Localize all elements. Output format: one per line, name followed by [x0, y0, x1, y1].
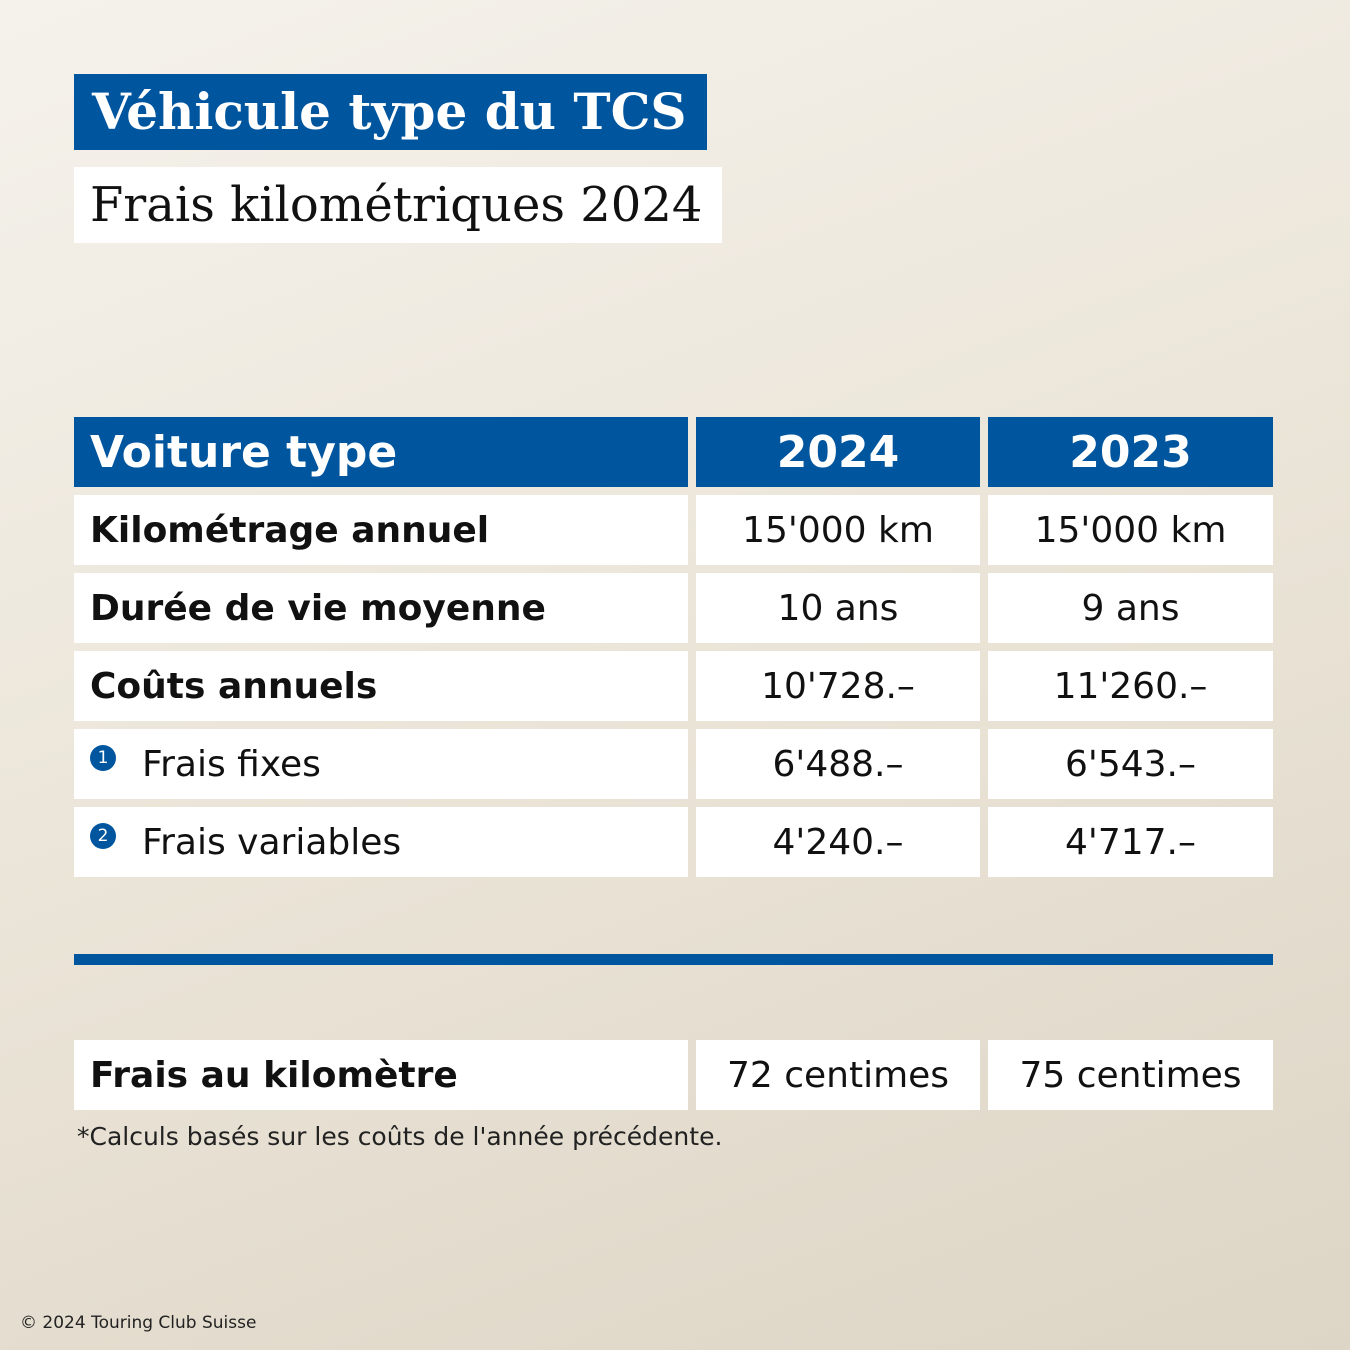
number-2-badge-icon: 2	[90, 823, 116, 849]
copyright: © 2024 Touring Club Suisse	[20, 1313, 257, 1333]
header-year-2023: 2023	[988, 417, 1273, 487]
row-value-2023-average-lifespan: 9 ans	[988, 573, 1273, 643]
row-value-2023-variable-costs: 4'717.–	[988, 807, 1273, 877]
row-label-annual-costs: Coûts annuels	[74, 651, 688, 721]
row-value-2024-annual-mileage: 15'000 km	[696, 495, 980, 565]
row-value-2024-variable-costs: 4'240.–	[696, 807, 980, 877]
page-title: Véhicule type du TCS	[74, 74, 707, 150]
row-value-2023-annual-costs: 11'260.–	[988, 651, 1273, 721]
row-label-fixed-costs: Frais fixes	[142, 743, 321, 785]
row-value-2024-fixed-costs: 6'488.–	[696, 729, 980, 799]
per-km-label: Frais au kilomètre	[74, 1040, 688, 1110]
row-value-2023-annual-mileage: 15'000 km	[988, 495, 1273, 565]
row-variable-costs: 2 Frais variables	[74, 807, 688, 877]
row-label-average-lifespan: Durée de vie moyenne	[74, 573, 688, 643]
footnote: *Calculs basés sur les coûts de l'année …	[77, 1122, 723, 1151]
row-value-2024-average-lifespan: 10 ans	[696, 573, 980, 643]
header-vehicle-type: Voiture type	[74, 417, 688, 487]
row-value-2023-fixed-costs: 6'543.–	[988, 729, 1273, 799]
row-value-2024-annual-costs: 10'728.–	[696, 651, 980, 721]
page-subtitle: Frais kilométriques 2024	[74, 167, 723, 243]
per-km-value-2023: 75 centimes	[988, 1040, 1273, 1110]
row-fixed-costs: 1 Frais fixes	[74, 729, 688, 799]
per-km-value-2024: 72 centimes	[696, 1040, 980, 1110]
header-year-2024: 2024	[696, 417, 980, 487]
row-label-annual-mileage: Kilométrage annuel	[74, 495, 688, 565]
section-divider	[74, 954, 1273, 965]
number-1-badge-icon: 1	[90, 745, 116, 771]
row-label-variable-costs: Frais variables	[142, 821, 402, 863]
